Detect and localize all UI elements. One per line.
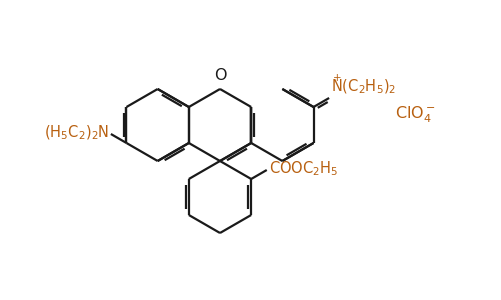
Text: N(C$_2$H$_5$)$_2$: N(C$_2$H$_5$)$_2$	[331, 78, 396, 96]
Text: (H$_5$C$_2$)$_2$N: (H$_5$C$_2$)$_2$N	[44, 124, 109, 142]
Text: O: O	[214, 68, 226, 83]
Text: COOC$_2$H$_5$: COOC$_2$H$_5$	[269, 160, 338, 178]
Text: ClO$_4^-$: ClO$_4^-$	[395, 105, 436, 125]
Text: $^+$: $^+$	[330, 73, 342, 88]
